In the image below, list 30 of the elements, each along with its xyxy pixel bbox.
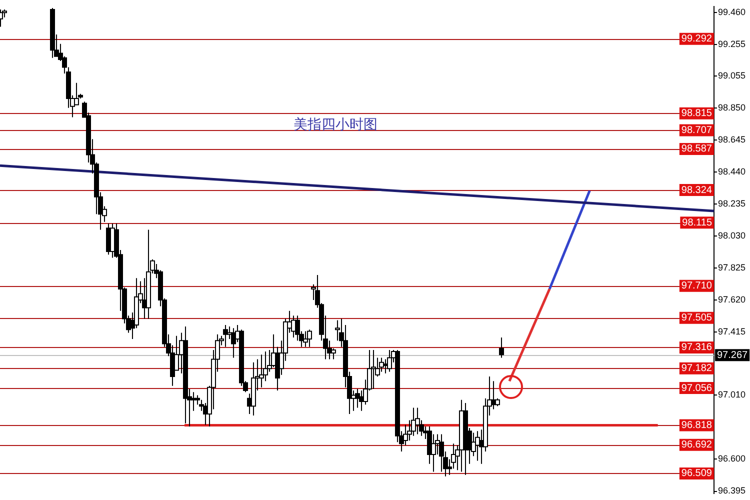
ref-line-label: 98.707	[681, 124, 712, 136]
ref-line-label: 96.509	[681, 468, 712, 480]
y-tick-label: 97.620	[718, 294, 746, 304]
ref-line-label: 97.056	[681, 382, 712, 394]
y-tick-label: 96.600	[718, 454, 746, 464]
ref-line-label: 99.292	[681, 34, 712, 45]
ref-line-label: 96.818	[681, 420, 712, 431]
ref-line-label: 98.115	[682, 217, 712, 228]
y-tick-label: 99.460	[718, 7, 746, 18]
ref-line-label: 97.505	[681, 312, 712, 324]
y-tick-label: 98.235	[718, 198, 746, 208]
y-tick-label: 96.395	[718, 486, 746, 496]
y-tick-label: 98.850	[718, 102, 746, 112]
y-tick-label: 98.645	[718, 134, 746, 144]
ref-line-label: 97.267	[716, 350, 748, 361]
ref-line-label: 98.324	[681, 184, 712, 196]
y-tick-label: 98.030	[718, 230, 746, 240]
ref-line-label: 97.316	[681, 342, 712, 354]
y-tick-label: 98.440	[718, 166, 746, 176]
text: 美指四小时图	[294, 116, 378, 133]
y-tick-label: 99.255	[718, 39, 746, 50]
y-tick-label: 99.055	[718, 70, 746, 80]
ref-line-label: 98.815	[681, 108, 712, 120]
ref-line-label: 98.587	[681, 144, 712, 155]
ref-line-label: 97.182	[681, 363, 712, 374]
ref-line-label: 97.710	[681, 280, 712, 292]
y-tick-label: 97.415	[718, 326, 746, 336]
y-tick-label: 97.010	[718, 390, 746, 400]
ref-line-label: 96.692	[681, 440, 712, 451]
y-tick-label: 97.825	[718, 262, 746, 272]
